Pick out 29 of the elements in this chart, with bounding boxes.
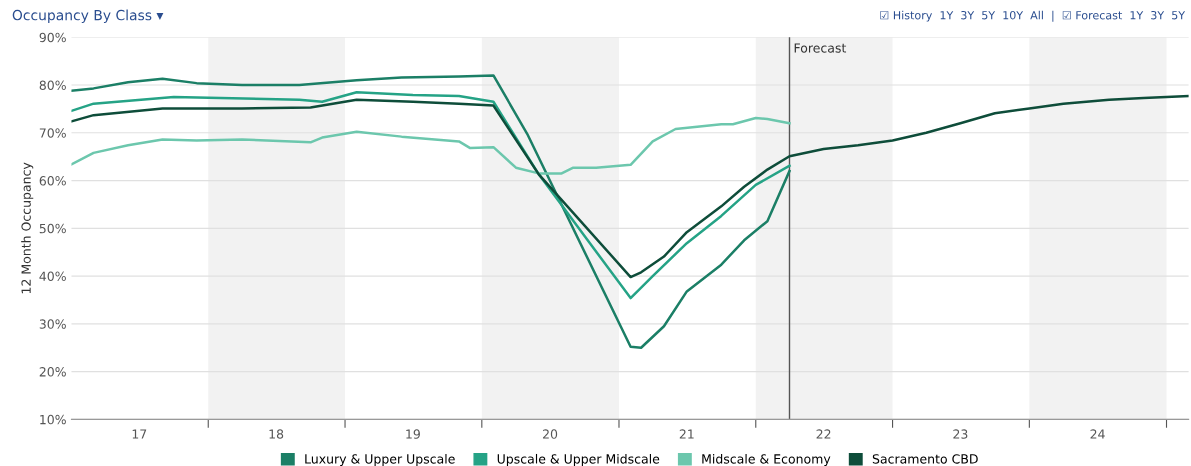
y-tick-label: 50%	[39, 223, 66, 234]
y-tick-label: 80%	[39, 80, 66, 90]
y-tick-label: 20%	[39, 367, 66, 377]
x-tick-label: 23	[953, 429, 968, 439]
line-series	[71, 94, 1189, 279]
line-series	[71, 90, 791, 300]
x-tick-label: 24	[1090, 429, 1105, 439]
y-tick-label: 40%	[39, 271, 66, 282]
y-tick-label: 70%	[39, 128, 66, 138]
ref-line-label: Forecast	[794, 43, 847, 53]
legend-label: Midscale & Economy	[702, 453, 831, 466]
y-tick-label: 90%	[39, 32, 66, 43]
legend-label: Sacramento CBD	[872, 454, 978, 464]
chart-title: Occupancy By Class ▾	[12, 9, 164, 24]
x-tick-label: 21	[679, 429, 694, 439]
y-axis-title: 12 Month Occupancy	[21, 162, 34, 294]
line-series	[71, 116, 791, 175]
line-series	[71, 74, 791, 349]
x-tick-label: 17	[132, 429, 147, 439]
y-tick-label: 60%	[39, 176, 66, 186]
x-tick-label: 18	[269, 429, 284, 439]
x-tick-label: 20	[542, 429, 558, 439]
text: ☑ History 1Y 3Y 5Y 10Y All | ☑ Forecast 1Y 3Y 5Y	[880, 10, 1186, 22]
y-tick-label: 10%	[40, 414, 66, 425]
x-tick-label: 22	[816, 429, 831, 439]
legend-label: Luxury & Upper Upscale	[305, 453, 455, 466]
legend-label: Upscale & Upper Midscale	[497, 453, 660, 466]
y-tick-label: 30%	[39, 319, 66, 329]
x-tick-label: 19	[406, 429, 420, 439]
